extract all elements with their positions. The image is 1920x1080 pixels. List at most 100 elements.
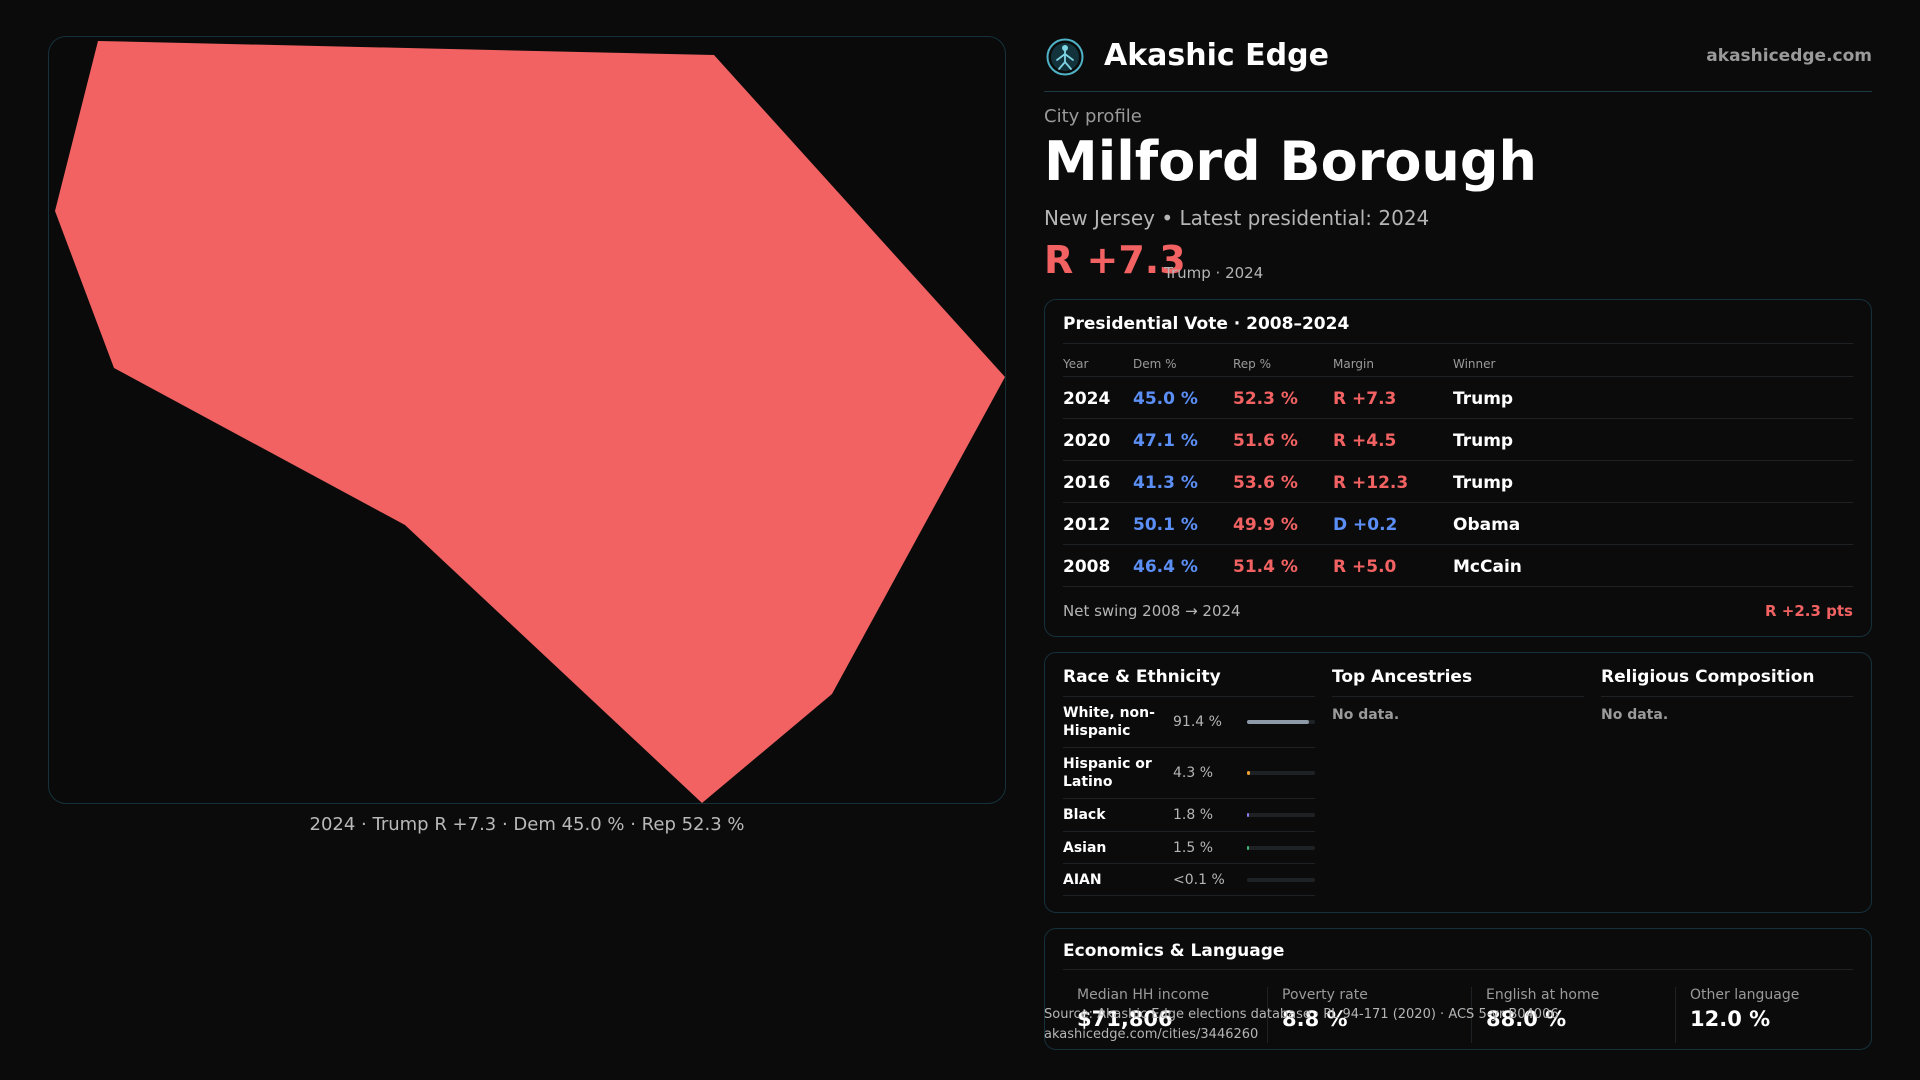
vote-table-header: Year Dem % Rep % Margin Winner xyxy=(1063,348,1853,377)
row-margin: R +12.3 xyxy=(1333,473,1409,493)
stat-english-at-home: English at home 88.0 % xyxy=(1471,987,1657,1043)
race-label: Asian xyxy=(1063,839,1107,856)
divider xyxy=(1063,969,1853,970)
race-share-fill xyxy=(1247,720,1310,724)
stat-value: $71,806 xyxy=(1077,1007,1173,1031)
row-margin: R +5.0 xyxy=(1333,557,1397,577)
row-winner: McCain xyxy=(1453,557,1522,577)
row-year: 2016 xyxy=(1063,473,1111,493)
table-row: 2012 50.1 % 49.9 % D +0.2 Obama xyxy=(1063,503,1853,545)
source-citation: Source: Akashic Edge elections database … xyxy=(1044,1007,1559,1022)
stat-other-language: Other language 12.0 % xyxy=(1675,987,1861,1043)
site-domain-link[interactable]: akashicedge.com xyxy=(1706,46,1872,66)
ancestries-section-title: Top Ancestries xyxy=(1332,667,1584,697)
stat-label: Poverty rate xyxy=(1282,987,1368,1003)
stat-value: 88.0 % xyxy=(1486,1007,1567,1031)
table-row: 2016 41.3 % 53.6 % R +12.3 Trump xyxy=(1063,461,1853,503)
table-row: 2008 46.4 % 51.4 % R +5.0 McCain xyxy=(1063,545,1853,587)
column-header-dem: Dem % xyxy=(1133,357,1177,371)
column-header-margin: Margin xyxy=(1333,357,1374,371)
race-value: 1.5 % xyxy=(1173,839,1214,856)
ancestries-section: Top Ancestries No data. xyxy=(1332,667,1584,723)
column-header-rep: Rep % xyxy=(1233,357,1272,371)
row-winner: Obama xyxy=(1453,515,1521,535)
row-rep-share: 51.4 % xyxy=(1233,557,1298,577)
stat-label: Median HH income xyxy=(1077,987,1210,1003)
race-row: White, non-Hispanic 91.4 % xyxy=(1063,697,1315,748)
row-rep-share: 53.6 % xyxy=(1233,473,1298,493)
city-subtitle: New Jersey • Latest presidential: 2024 xyxy=(1044,206,1430,230)
vote-table: Year Dem % Rep % Margin Winner 2024 45.0… xyxy=(1063,348,1853,587)
presidential-vote-card: Presidential Vote · 2008–2024 Year Dem %… xyxy=(1044,299,1872,637)
table-row: 2020 47.1 % 51.6 % R +4.5 Trump xyxy=(1063,419,1853,461)
religion-section: Religious Composition No data. xyxy=(1601,667,1853,723)
race-share-bar xyxy=(1247,845,1315,850)
ancestries-empty-state: No data. xyxy=(1332,707,1400,723)
race-share-fill xyxy=(1247,813,1250,817)
row-year: 2020 xyxy=(1063,431,1111,451)
race-section-title: Race & Ethnicity xyxy=(1063,667,1315,697)
column-header-winner: Winner xyxy=(1453,357,1496,371)
latest-winner-note: Trump · 2024 xyxy=(1164,264,1264,282)
row-rep-share: 51.6 % xyxy=(1233,431,1298,451)
site-header: Akashic Edge akashicedge.com xyxy=(1044,36,1872,92)
race-row: AIAN <0.1 % xyxy=(1063,864,1315,896)
page-url-link[interactable]: akashicedge.com/cities/3446260 xyxy=(1044,1027,1259,1042)
race-row: Hispanic or Latino 4.3 % xyxy=(1063,748,1315,799)
econ-card-title: Economics & Language xyxy=(1063,941,1285,961)
row-dem-share: 46.4 % xyxy=(1133,557,1198,577)
race-share-fill xyxy=(1247,845,1250,850)
race-value: 4.3 % xyxy=(1173,765,1214,781)
row-rep-share: 49.9 % xyxy=(1233,515,1298,535)
row-dem-share: 45.0 % xyxy=(1133,389,1198,409)
stat-poverty-rate: Poverty rate 8.8 % xyxy=(1267,987,1453,1043)
divider xyxy=(1063,343,1853,344)
table-row: 2024 45.0 % 52.3 % R +7.3 Trump xyxy=(1063,377,1853,419)
net-swing-label: Net swing 2008 → 2024 xyxy=(1063,602,1241,620)
race-share-bar xyxy=(1247,877,1315,882)
race-value: <0.1 % xyxy=(1173,871,1225,888)
stat-label: English at home xyxy=(1486,987,1600,1003)
row-year: 2024 xyxy=(1063,389,1111,409)
row-margin: R +4.5 xyxy=(1333,431,1397,451)
row-winner: Trump xyxy=(1453,431,1514,451)
stat-label: Other language xyxy=(1690,987,1800,1003)
row-winner: Trump xyxy=(1453,473,1514,493)
race-value: 1.8 % xyxy=(1173,807,1214,823)
row-dem-share: 50.1 % xyxy=(1133,515,1198,535)
row-year: 2008 xyxy=(1063,557,1111,577)
net-swing-value: R +2.3 pts xyxy=(1765,602,1853,620)
demographics-card: Race & Ethnicity White, non-Hispanic 91.… xyxy=(1044,652,1872,913)
latest-margin: R +7.3 xyxy=(1044,238,1186,282)
religion-empty-state: No data. xyxy=(1601,707,1669,723)
akashic-edge-logo-icon[interactable] xyxy=(1046,38,1084,76)
column-header-year: Year xyxy=(1063,357,1089,371)
stat-value: 8.8 % xyxy=(1282,1007,1348,1031)
race-label: White, non-Hispanic xyxy=(1063,705,1155,739)
row-dem-share: 47.1 % xyxy=(1133,431,1198,451)
race-label: Black xyxy=(1063,807,1106,823)
economics-language-card: Economics & Language Median HH income $7… xyxy=(1044,928,1872,1050)
source-footer: Source: Akashic Edge elections database … xyxy=(1044,1005,1559,1045)
brand-name[interactable]: Akashic Edge xyxy=(1104,38,1329,73)
stat-median-income: Median HH income $71,806 xyxy=(1063,987,1249,1043)
city-boundary-shape[interactable] xyxy=(55,41,1005,803)
stat-value: 12.0 % xyxy=(1690,1007,1771,1031)
race-row: Asian 1.5 % xyxy=(1063,832,1315,864)
race-share-fill xyxy=(1247,771,1250,775)
race-label: Hispanic or Latino xyxy=(1063,756,1152,790)
row-margin: R +7.3 xyxy=(1333,389,1397,409)
race-ethnicity-section: Race & Ethnicity White, non-Hispanic 91.… xyxy=(1063,667,1315,896)
map-caption: 2024 · Trump R +7.3 · Dem 45.0 % · Rep 5… xyxy=(309,814,745,835)
vote-card-title: Presidential Vote · 2008–2024 xyxy=(1063,314,1350,334)
row-year: 2012 xyxy=(1063,515,1111,535)
page-title: Milford Borough xyxy=(1044,130,1537,193)
city-boundary-map[interactable] xyxy=(48,36,1006,804)
race-share-bar xyxy=(1247,813,1315,817)
page-kicker: City profile xyxy=(1044,106,1142,127)
race-share-bar xyxy=(1247,720,1315,724)
religion-section-title: Religious Composition xyxy=(1601,667,1853,697)
race-value: 91.4 % xyxy=(1173,714,1222,730)
race-share-bar xyxy=(1247,771,1315,775)
row-dem-share: 41.3 % xyxy=(1133,473,1198,493)
